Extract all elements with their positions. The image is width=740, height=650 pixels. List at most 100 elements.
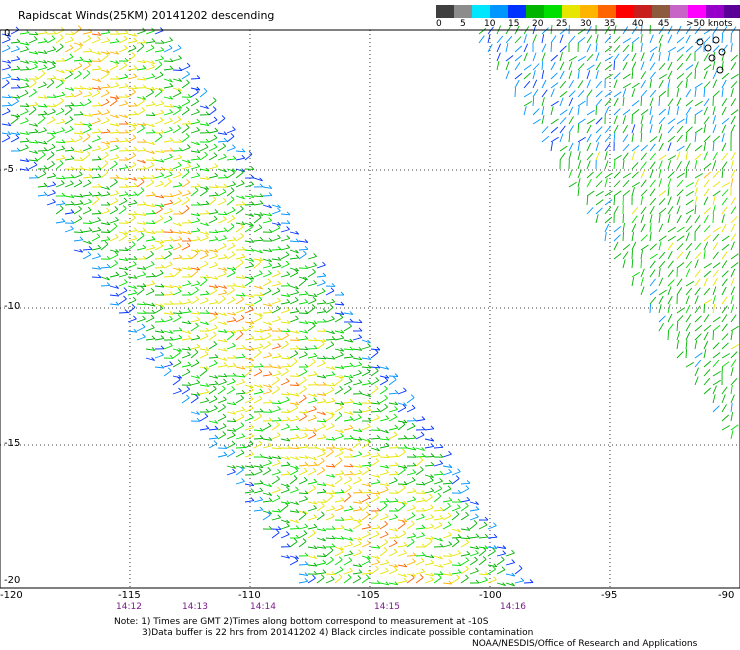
wind-vector (28, 38, 38, 44)
wind-barb (185, 124, 190, 128)
wind-barb (61, 154, 66, 159)
wind-vector (316, 420, 327, 423)
wind-barb (322, 498, 327, 503)
wind-barb (142, 227, 147, 232)
wind-barb (142, 220, 147, 225)
wind-vector (703, 387, 712, 395)
wind-vector (406, 561, 416, 566)
wind-vector (46, 136, 55, 143)
wind-barb (295, 345, 300, 350)
wind-vector (100, 276, 110, 281)
wind-barb (313, 570, 318, 575)
wind-vector (451, 577, 460, 584)
wind-barb (394, 373, 399, 377)
wind-barb (330, 556, 334, 561)
wind-barb (322, 553, 327, 557)
wind-barb (376, 447, 380, 452)
wind-barb (160, 264, 165, 268)
wind-vector (334, 527, 344, 530)
wind-barb (50, 151, 55, 155)
wind-vector (253, 239, 264, 242)
wind-vector (622, 243, 631, 251)
wind-barb (276, 385, 280, 390)
wind-vector (694, 305, 701, 314)
wind-barb (304, 335, 309, 340)
wind-barb (150, 88, 154, 93)
wind-barb (97, 252, 101, 257)
wind-barb (304, 454, 309, 459)
wind-vector (712, 124, 717, 134)
wind-vector (262, 469, 271, 476)
wind-vector (712, 316, 721, 323)
wind-barb (203, 276, 208, 281)
wind-vector (154, 168, 165, 171)
wind-barb (51, 143, 56, 148)
wind-barb (133, 191, 138, 196)
wind-vector (676, 321, 679, 332)
wind-vector (649, 106, 653, 116)
wind-barb (511, 572, 516, 577)
wind-vector (334, 460, 343, 467)
wind-vector (280, 380, 290, 386)
wind-vector (73, 65, 83, 71)
wind-barb (403, 500, 408, 505)
wind-barb (213, 116, 218, 121)
wind-vector (298, 348, 309, 351)
wind-vector (262, 249, 272, 253)
wind-vector (73, 92, 83, 98)
wind-barb (142, 266, 147, 270)
wind-barb (276, 376, 280, 381)
wind-vector (316, 514, 325, 521)
wind-vector (487, 525, 497, 530)
wind-vector (262, 355, 272, 359)
wind-vector (208, 302, 218, 305)
wind-barb (385, 436, 390, 441)
wind-vector (352, 372, 362, 377)
wind-vector (253, 384, 263, 389)
wind-barb (169, 171, 173, 176)
wind-barb (43, 59, 48, 64)
legend-swatch (706, 5, 724, 18)
wind-barb (204, 297, 209, 301)
wind-vector (226, 420, 237, 423)
wind-barb (142, 175, 147, 180)
wind-vector (721, 286, 727, 296)
wind-vector (307, 255, 317, 260)
wind-barb (231, 431, 236, 436)
wind-barb (349, 447, 353, 452)
wind-vector (379, 582, 389, 586)
wind-barb (196, 163, 201, 167)
wind-vector (271, 210, 281, 215)
wind-barb (142, 122, 147, 126)
wind-barb (133, 85, 138, 89)
wind-vector (145, 275, 156, 278)
wind-barb (357, 476, 362, 481)
wind-vector (226, 129, 236, 134)
wind-barb (196, 310, 201, 315)
wind-vector (145, 283, 155, 287)
wind-vector (253, 371, 263, 377)
wind-barb (384, 377, 389, 381)
wind-barb (465, 539, 470, 543)
wind-vector (46, 154, 55, 161)
wind-vector (145, 327, 155, 332)
wind-barb (455, 510, 460, 515)
wind-vector (532, 118, 541, 125)
wind-barb (241, 433, 246, 437)
wind-barb (277, 343, 281, 347)
wind-vector (721, 44, 728, 53)
wind-barb (79, 121, 84, 126)
note-line-2: 3)Data buffer is 22 hrs from 20141202 4)… (142, 628, 534, 638)
wind-vector (586, 118, 595, 125)
wind-vector (46, 66, 56, 71)
wind-vector (127, 194, 137, 197)
wind-vector (307, 271, 316, 278)
wind-barb (240, 449, 245, 454)
wind-barb (105, 144, 110, 148)
wind-barb (169, 37, 173, 41)
wind-barb (258, 440, 263, 445)
wind-vector (37, 154, 46, 161)
wind-vector (28, 109, 37, 116)
wind-vector (316, 555, 327, 557)
wind-vector (118, 208, 127, 215)
